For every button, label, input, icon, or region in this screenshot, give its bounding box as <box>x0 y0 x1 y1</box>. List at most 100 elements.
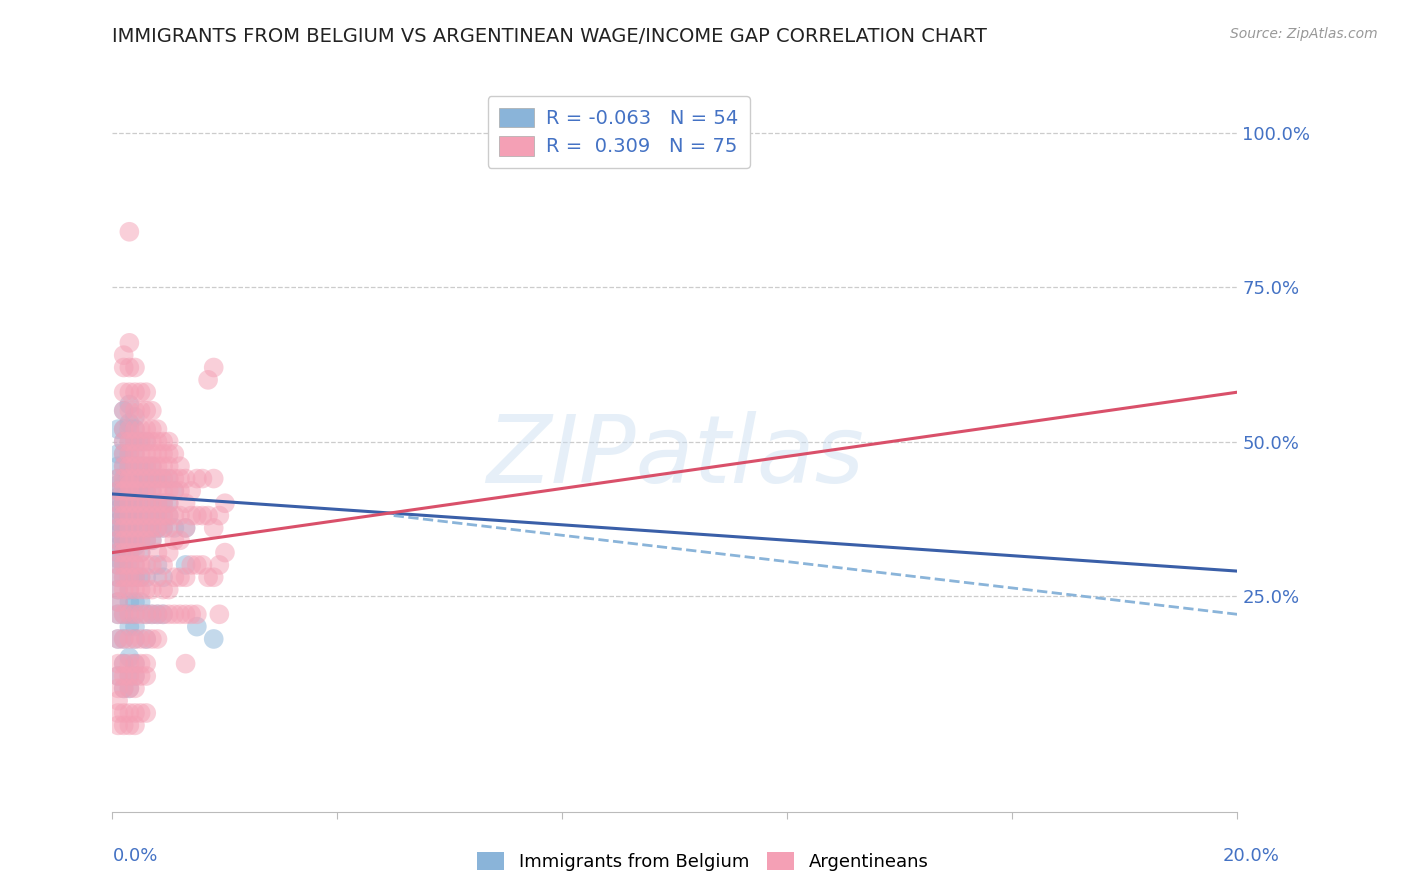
Point <box>124 508 146 523</box>
Point <box>107 607 129 622</box>
Point <box>112 434 135 449</box>
Point <box>107 533 129 548</box>
Point <box>118 508 141 523</box>
Point <box>169 508 191 523</box>
Point <box>157 607 180 622</box>
Point <box>118 527 141 541</box>
Point <box>124 546 146 560</box>
Point <box>157 508 180 523</box>
Point <box>124 521 146 535</box>
Point <box>107 607 129 622</box>
Point <box>112 521 135 535</box>
Point <box>174 521 197 535</box>
Point <box>129 521 152 535</box>
Point <box>129 434 152 449</box>
Point <box>135 459 157 474</box>
Point <box>118 477 141 491</box>
Point <box>157 459 180 474</box>
Point <box>118 582 141 597</box>
Point <box>112 533 135 548</box>
Point <box>124 477 146 491</box>
Point <box>124 447 146 461</box>
Point <box>107 521 129 535</box>
Point <box>129 521 152 535</box>
Point <box>135 533 157 548</box>
Point <box>152 607 174 622</box>
Point <box>152 496 174 510</box>
Point <box>135 472 157 486</box>
Point <box>129 496 152 510</box>
Point <box>157 483 180 498</box>
Point <box>112 632 135 646</box>
Point <box>112 508 135 523</box>
Point <box>112 669 135 683</box>
Point <box>141 496 163 510</box>
Point <box>118 607 141 622</box>
Point <box>112 515 135 529</box>
Point <box>107 681 129 696</box>
Point <box>124 496 146 510</box>
Point <box>135 483 157 498</box>
Point <box>112 403 135 417</box>
Point <box>135 403 157 417</box>
Point <box>152 570 174 584</box>
Point <box>129 607 152 622</box>
Point <box>118 360 141 375</box>
Point <box>152 496 174 510</box>
Point <box>129 508 152 523</box>
Point <box>124 718 146 732</box>
Point <box>141 403 163 417</box>
Point <box>107 483 129 498</box>
Point <box>197 570 219 584</box>
Point <box>146 508 169 523</box>
Point <box>208 558 231 572</box>
Point <box>157 434 180 449</box>
Point <box>146 632 169 646</box>
Point <box>157 472 180 486</box>
Point <box>157 496 180 510</box>
Point <box>112 483 135 498</box>
Point <box>107 657 129 671</box>
Point <box>112 447 135 461</box>
Point <box>135 483 157 498</box>
Point <box>112 472 135 486</box>
Point <box>169 607 191 622</box>
Point <box>135 558 157 572</box>
Point <box>124 582 146 597</box>
Point <box>169 472 191 486</box>
Point <box>169 483 191 498</box>
Point <box>112 508 135 523</box>
Point <box>141 483 163 498</box>
Point <box>129 483 152 498</box>
Point <box>208 508 231 523</box>
Point <box>141 508 163 523</box>
Point <box>146 546 169 560</box>
Point <box>141 632 163 646</box>
Point <box>152 472 174 486</box>
Point <box>118 422 141 436</box>
Point <box>152 582 174 597</box>
Point <box>107 632 129 646</box>
Point <box>118 459 141 474</box>
Point <box>174 570 197 584</box>
Point <box>135 422 157 436</box>
Point <box>141 434 163 449</box>
Point <box>118 472 141 486</box>
Point <box>141 521 163 535</box>
Point <box>107 551 129 566</box>
Point <box>124 706 146 720</box>
Point <box>163 483 186 498</box>
Point <box>112 490 135 504</box>
Point <box>129 570 152 584</box>
Point <box>124 607 146 622</box>
Point <box>169 459 191 474</box>
Point <box>146 447 169 461</box>
Point <box>118 483 141 498</box>
Point <box>118 669 141 683</box>
Point <box>112 632 135 646</box>
Point <box>118 515 141 529</box>
Point <box>124 558 146 572</box>
Point <box>112 385 135 400</box>
Point <box>214 546 236 560</box>
Point <box>146 496 169 510</box>
